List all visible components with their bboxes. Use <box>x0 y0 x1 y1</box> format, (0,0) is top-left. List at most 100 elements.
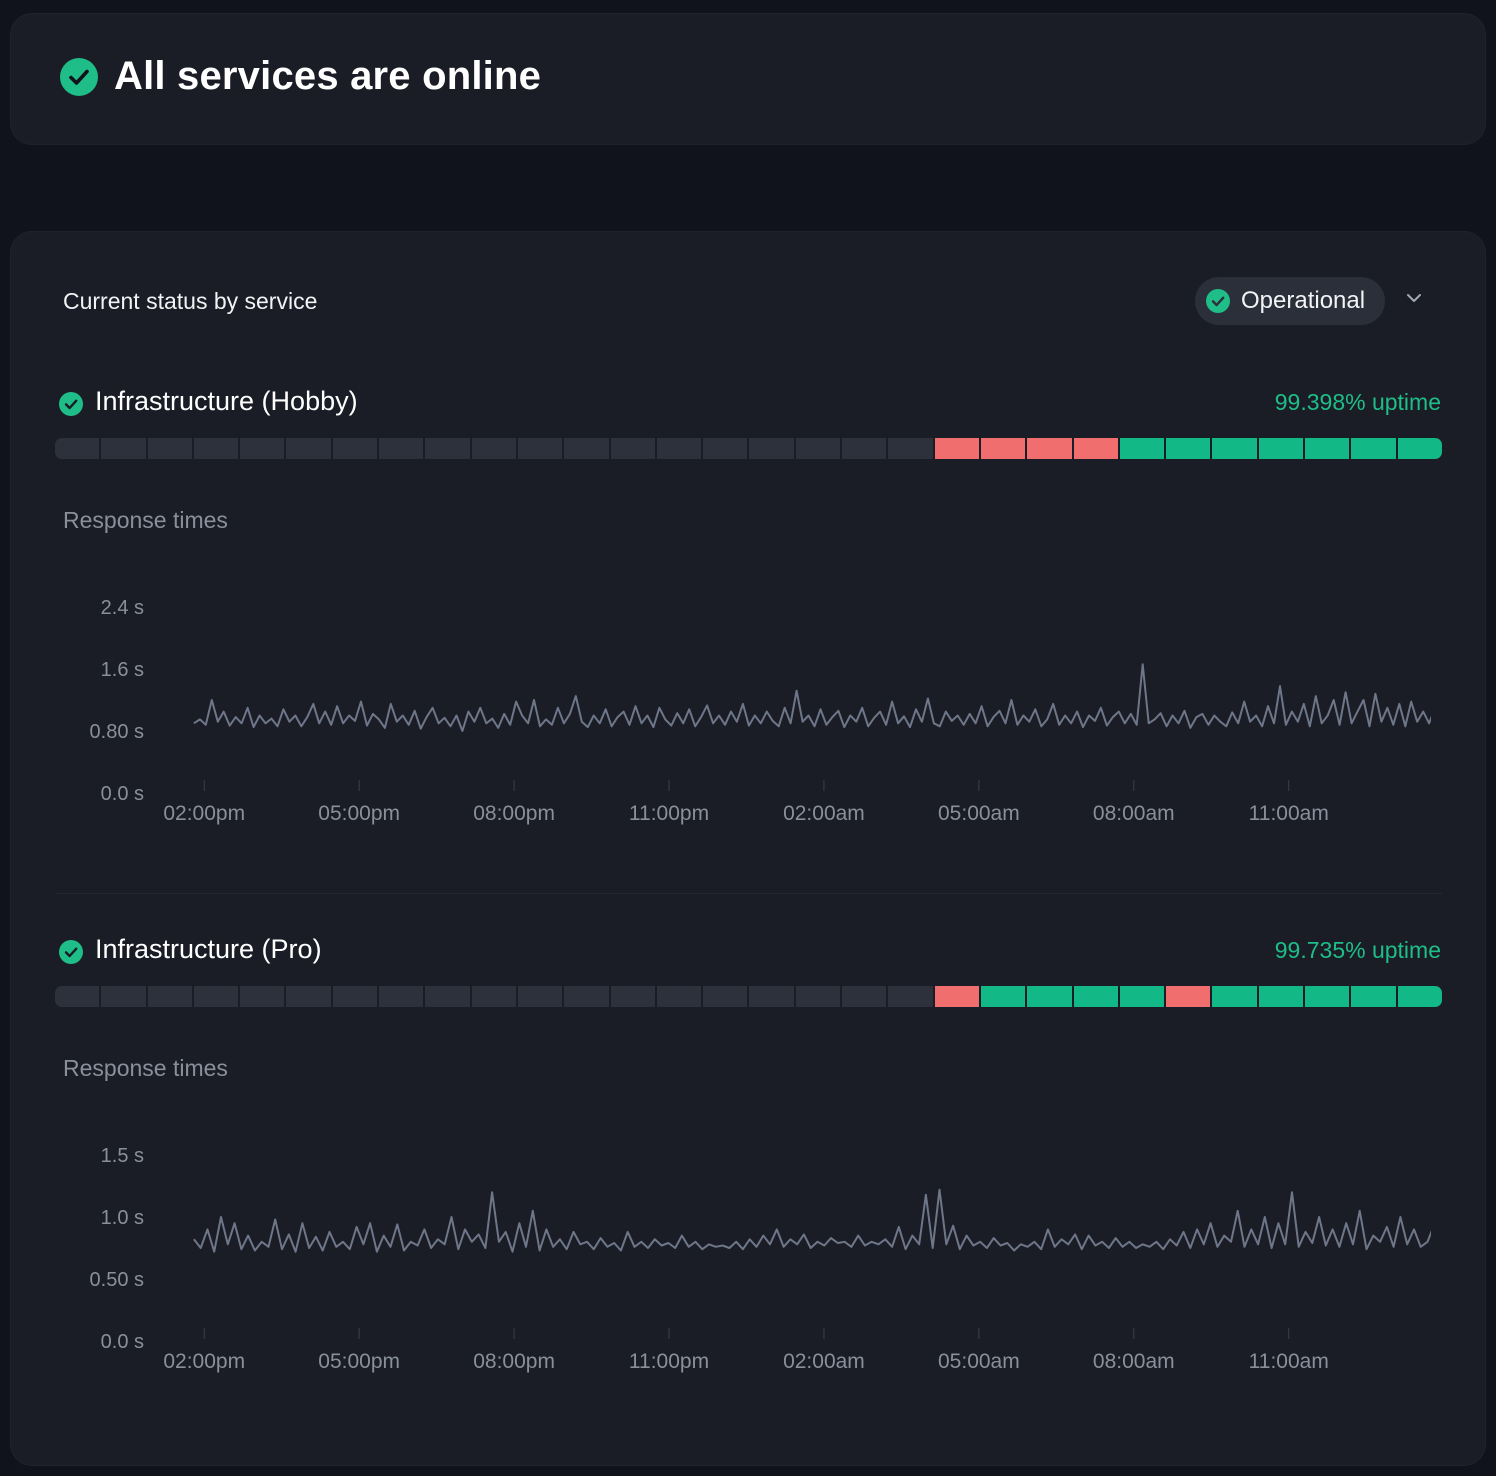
service-uptime: 99.398% uptime <box>1274 389 1441 415</box>
uptime-day-none[interactable] <box>517 438 563 459</box>
uptime-day-none[interactable] <box>286 986 331 1007</box>
uptime-day-none[interactable] <box>471 986 516 1007</box>
uptime-day-none[interactable] <box>101 438 146 459</box>
uptime-day-down[interactable] <box>1073 438 1118 459</box>
uptime-day-none[interactable] <box>193 438 239 459</box>
y-tick-label: 0.0 s <box>101 783 144 805</box>
uptime-day-none[interactable] <box>842 986 887 1007</box>
response-time-series-line[interactable] <box>193 663 1431 732</box>
check-circle-icon <box>59 940 83 964</box>
uptime-history-bar <box>55 438 1442 459</box>
service-pro: Infrastructure (Pro) 99.735% uptime Resp… <box>11 920 1485 1440</box>
uptime-day-down[interactable] <box>934 986 979 1007</box>
uptime-day-none[interactable] <box>147 986 192 1007</box>
section-title: Current status by service <box>63 288 318 314</box>
uptime-day-up[interactable] <box>1258 986 1304 1007</box>
uptime-day-none[interactable] <box>55 438 100 459</box>
y-tick-label: 2.4 s <box>101 597 144 619</box>
status-filter-button[interactable]: Operational <box>1195 277 1385 325</box>
uptime-day-up[interactable] <box>1351 438 1396 459</box>
overall-status-banner: All services are online <box>10 13 1486 145</box>
uptime-day-down[interactable] <box>1027 438 1072 459</box>
response-times-chart: 2.4 s 1.6 s 0.80 s 0.0 s 02:00pm 05:00pm 08:00… <box>90 597 1431 825</box>
y-tick-label: 0.0 s <box>101 1331 144 1353</box>
uptime-day-none[interactable] <box>888 986 933 1007</box>
uptime-day-none[interactable] <box>286 438 331 459</box>
uptime-day-up[interactable] <box>1305 438 1350 459</box>
y-tick-label: 0.80 s <box>90 721 144 743</box>
chevron-down-icon[interactable] <box>1405 292 1423 304</box>
uptime-day-none[interactable] <box>240 438 285 459</box>
uptime-day-none[interactable] <box>471 438 516 459</box>
uptime-day-down[interactable] <box>980 438 1026 459</box>
uptime-day-none[interactable] <box>564 438 609 459</box>
x-tick-label: 05:00pm <box>318 802 400 825</box>
uptime-day-none[interactable] <box>517 986 563 1007</box>
uptime-day-none[interactable] <box>425 986 470 1007</box>
uptime-day-none[interactable] <box>379 438 424 459</box>
uptime-day-up[interactable] <box>1027 986 1072 1007</box>
uptime-day-up[interactable] <box>1212 438 1257 459</box>
uptime-day-up[interactable] <box>1351 986 1396 1007</box>
y-tick-label: 1.6 s <box>101 659 144 681</box>
x-tick-label: 05:00am <box>938 802 1020 825</box>
x-tick-label: 05:00pm <box>318 1350 400 1373</box>
uptime-day-none[interactable] <box>842 438 887 459</box>
uptime-day-down[interactable] <box>1166 986 1211 1007</box>
x-tick-label: 08:00pm <box>473 1350 555 1373</box>
uptime-day-none[interactable] <box>703 438 748 459</box>
uptime-day-none[interactable] <box>240 986 285 1007</box>
uptime-day-none[interactable] <box>147 438 192 459</box>
x-tick-label: 08:00am <box>1093 1350 1175 1373</box>
status-filter-label: Operational <box>1241 287 1366 314</box>
uptime-day-none[interactable] <box>55 986 100 1007</box>
uptime-day-none[interactable] <box>656 438 702 459</box>
uptime-day-none[interactable] <box>610 986 655 1007</box>
uptime-day-up[interactable] <box>1073 986 1118 1007</box>
uptime-day-none[interactable] <box>101 986 146 1007</box>
uptime-day-up[interactable] <box>1258 438 1304 459</box>
x-tick-label: 11:00pm <box>629 1350 709 1373</box>
service-uptime: 99.735% uptime <box>1274 937 1441 963</box>
service-name[interactable]: Infrastructure (Hobby) <box>95 386 358 416</box>
uptime-day-none[interactable] <box>379 986 424 1007</box>
uptime-day-up[interactable] <box>1166 438 1211 459</box>
uptime-day-down[interactable] <box>934 438 979 459</box>
x-tick-label: 08:00am <box>1093 802 1175 825</box>
y-tick-label: 1.5 s <box>101 1145 144 1167</box>
uptime-day-up[interactable] <box>980 986 1026 1007</box>
y-tick-label: 0.50 s <box>90 1269 144 1291</box>
x-tick-label: 11:00pm <box>629 802 709 825</box>
service-name[interactable]: Infrastructure (Pro) <box>95 934 322 964</box>
x-tick-label: 02:00am <box>783 1350 865 1373</box>
uptime-day-none[interactable] <box>193 986 239 1007</box>
check-circle-icon <box>60 58 98 96</box>
uptime-day-up[interactable] <box>1119 986 1165 1007</box>
uptime-day-up[interactable] <box>1119 438 1165 459</box>
response-times-label: Response times <box>63 507 228 533</box>
service-hobby: Infrastructure (Hobby) 99.398% uptime Re… <box>11 372 1485 892</box>
uptime-day-none[interactable] <box>749 438 794 459</box>
uptime-day-none[interactable] <box>795 438 841 459</box>
uptime-day-none[interactable] <box>749 986 794 1007</box>
uptime-day-up[interactable] <box>1397 438 1442 459</box>
uptime-day-none[interactable] <box>888 438 933 459</box>
x-tick-label: 11:00am <box>1249 802 1329 825</box>
uptime-day-up[interactable] <box>1212 986 1257 1007</box>
uptime-day-none[interactable] <box>656 986 702 1007</box>
uptime-day-up[interactable] <box>1305 986 1350 1007</box>
uptime-day-none[interactable] <box>703 986 748 1007</box>
uptime-day-none[interactable] <box>610 438 655 459</box>
uptime-day-none[interactable] <box>332 438 378 459</box>
uptime-day-none[interactable] <box>425 438 470 459</box>
overall-status-title: All services are online <box>114 54 542 98</box>
uptime-day-up[interactable] <box>1397 986 1442 1007</box>
response-time-series-line[interactable] <box>193 1188 1431 1253</box>
x-tick-label: 02:00am <box>783 802 865 825</box>
uptime-day-none[interactable] <box>795 986 841 1007</box>
uptime-day-none[interactable] <box>332 986 378 1007</box>
x-tick-label: 02:00pm <box>163 802 245 825</box>
uptime-day-none[interactable] <box>564 986 609 1007</box>
service-status-panel: Current status by service Operational In… <box>10 231 1486 1466</box>
x-tick-label: 02:00pm <box>163 1350 245 1373</box>
